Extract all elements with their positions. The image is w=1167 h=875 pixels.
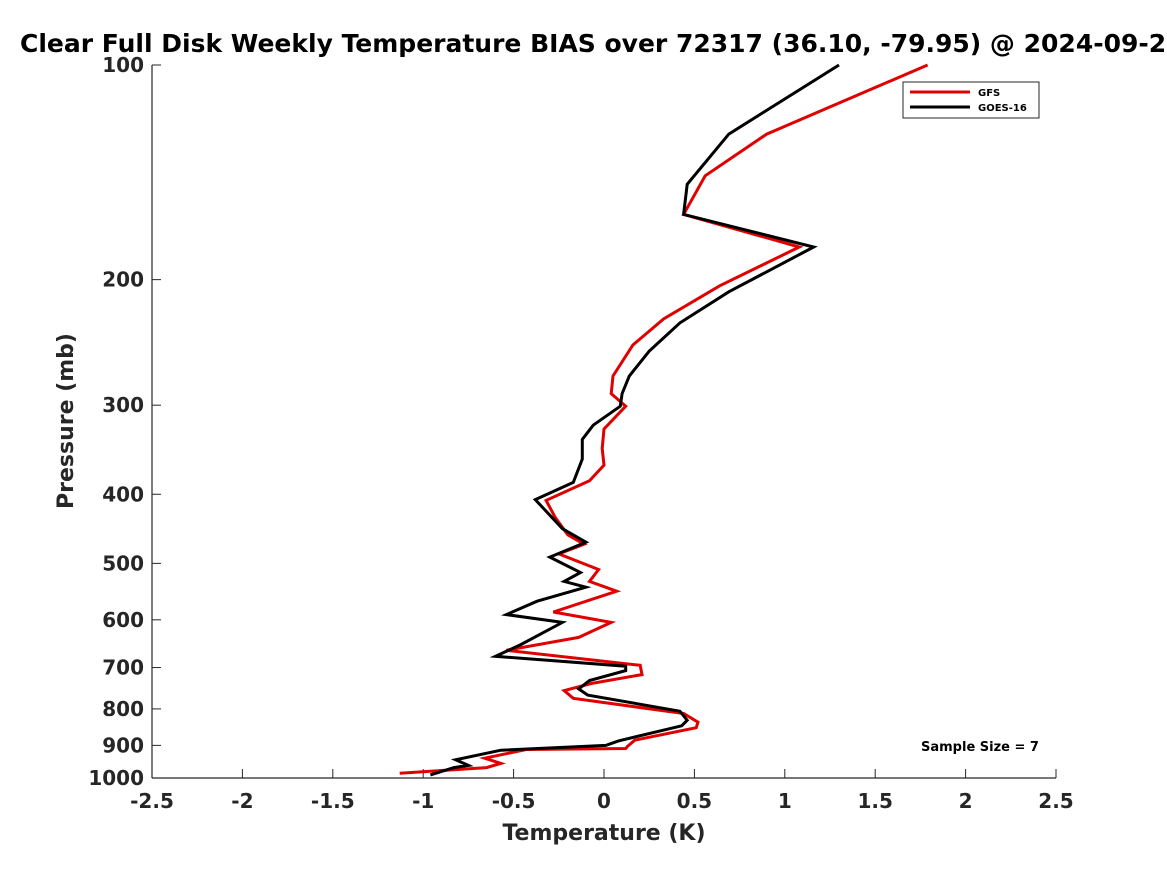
x-tick-label: 2.5 [1038, 789, 1073, 813]
y-tick-label: 600 [102, 608, 144, 632]
y-tick-label: 1000 [88, 766, 144, 790]
x-tick-label: 2 [959, 789, 973, 813]
legend-box [902, 81, 1040, 119]
series-line-gfs [399, 63, 929, 775]
y-tick-label: 300 [102, 393, 144, 417]
x-tick-label: -0.5 [492, 789, 536, 813]
x-tick-label: -1 [412, 789, 434, 813]
y-axis-label: Pressure (mb) [54, 333, 79, 509]
legend-label-goes16: GOES-16 [978, 103, 1027, 114]
x-axis-label: Temperature (K) [502, 821, 705, 846]
y-tick-label: 400 [102, 482, 144, 506]
chart-title: Clear Full Disk Weekly Temperature BIAS … [20, 29, 1166, 58]
x-tick-label: 1.5 [857, 789, 892, 813]
x-tick-label: -2.5 [130, 789, 174, 813]
x-tick-label: 1 [778, 789, 792, 813]
legend: GFS GOES-16 [902, 81, 1040, 119]
y-tick-label: 100 [102, 53, 144, 77]
sample-size-annotation: Sample Size = 7 [921, 740, 1039, 755]
series-line-goes16 [429, 63, 840, 777]
x-tick-label: -1.5 [311, 789, 355, 813]
x-tick-label: -2 [231, 789, 253, 813]
legend-label-gfs: GFS [978, 88, 1000, 99]
plot-lines [399, 63, 929, 777]
y-tick-label: 900 [102, 733, 144, 757]
plot-axes: -2.5 -2 -1.5 -1 -0.5 0 0.5 1 1.5 2 2.5 100 200 300 400… [88, 53, 1073, 813]
x-tick-label: 0.5 [677, 789, 712, 813]
y-tick-label: 200 [102, 268, 144, 292]
y-tick-label: 800 [102, 697, 144, 721]
x-tick-label: 0 [597, 789, 611, 813]
y-tick-label: 500 [102, 551, 144, 575]
y-tick-label: 700 [102, 656, 144, 680]
